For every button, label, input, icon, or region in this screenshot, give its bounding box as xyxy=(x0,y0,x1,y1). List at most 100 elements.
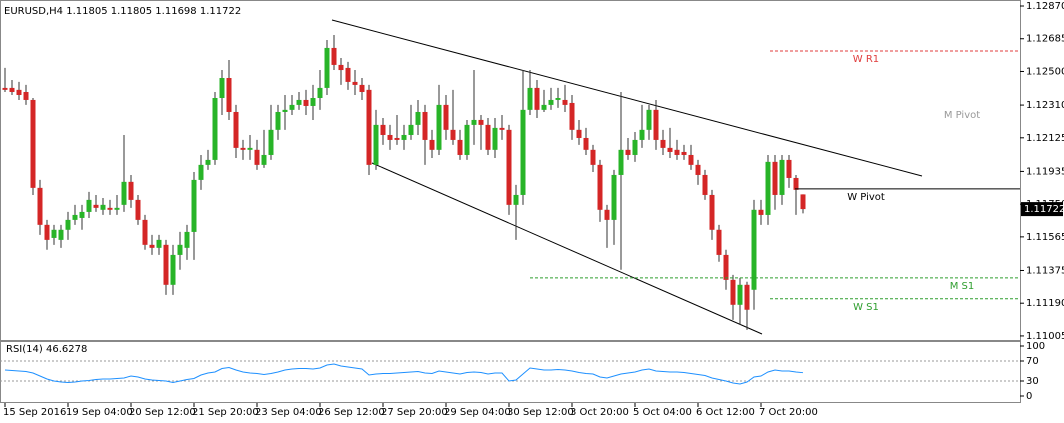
candle-body xyxy=(548,99,554,105)
candle-body xyxy=(240,147,246,150)
y-tick-label: 30 xyxy=(1026,376,1039,387)
open: 1.11805 xyxy=(66,6,107,17)
main-frame xyxy=(0,0,1021,341)
candle-body xyxy=(513,194,519,205)
x-tick-label: 27 Sep 20:00 xyxy=(381,407,448,418)
candle-body xyxy=(688,154,694,165)
candle-body xyxy=(93,204,99,208)
candle-body xyxy=(51,229,57,238)
candle-body xyxy=(576,129,582,138)
candle-body xyxy=(499,127,505,130)
candle-body xyxy=(317,87,323,99)
candle-body xyxy=(128,181,134,200)
candle-body xyxy=(380,124,386,135)
candle-body xyxy=(443,104,449,130)
x-tick-label: 21 Sep 20:00 xyxy=(192,407,259,418)
candle-body xyxy=(632,139,638,155)
x-tick-label: 26 Sep 12:00 xyxy=(318,407,385,418)
candle-body xyxy=(492,127,498,150)
candle-body xyxy=(212,98,218,160)
candle-body xyxy=(191,179,197,232)
candle-body xyxy=(709,194,715,230)
candle-body xyxy=(457,139,463,155)
candle-body xyxy=(751,209,757,290)
candle-body xyxy=(478,119,484,125)
candle-body xyxy=(597,164,603,210)
candle-body xyxy=(590,149,596,165)
x-tick-label: 19 Sep 04:00 xyxy=(66,407,133,418)
level-label: W S1 xyxy=(853,302,879,313)
candle-body xyxy=(86,199,92,212)
y-tick-label: 1.12500 xyxy=(1026,66,1064,77)
candle-body xyxy=(667,147,673,152)
candles xyxy=(2,35,806,330)
candle-body xyxy=(464,124,470,155)
candle-body xyxy=(506,129,512,205)
candle-body xyxy=(772,161,778,195)
candle-body xyxy=(100,204,106,210)
x-tick-label: 15 Sep 2016 xyxy=(3,407,66,418)
candle-body xyxy=(9,87,15,92)
candle-body xyxy=(394,137,400,140)
candle-body xyxy=(702,174,708,195)
candle-body xyxy=(765,161,771,215)
candle-body xyxy=(205,159,211,165)
candle-body xyxy=(660,139,666,148)
rsi-line xyxy=(4,363,804,385)
candle-body xyxy=(415,111,421,125)
x-tick-label: 29 Sep 04:00 xyxy=(444,407,511,418)
pivot-label: M Pivot xyxy=(944,110,980,121)
candle-body xyxy=(2,87,8,90)
candle-body xyxy=(72,214,78,220)
y-tick-label: 1.12310 xyxy=(1026,100,1064,111)
candle-body xyxy=(618,149,624,175)
candle-body xyxy=(233,111,239,148)
candle-body xyxy=(23,91,29,100)
candle-body xyxy=(569,102,575,130)
candle-body xyxy=(611,174,617,220)
candle-body xyxy=(296,99,302,105)
y-tick-label: 1.12685 xyxy=(1026,34,1064,45)
price-label: 1.11722 xyxy=(1024,204,1064,215)
candle-body xyxy=(485,124,491,150)
rsi-title: RSI(14) xyxy=(6,344,43,355)
candle-body xyxy=(170,254,176,285)
trend-line xyxy=(331,19,923,177)
candle-body xyxy=(163,244,169,285)
high: 1.11805 xyxy=(111,6,152,17)
candle-body xyxy=(653,109,659,140)
y-tick-label: 1.11005 xyxy=(1026,331,1064,342)
rsi-frame xyxy=(0,341,1021,403)
candle-body xyxy=(79,211,85,218)
candle-body xyxy=(366,89,372,165)
candle-body xyxy=(534,87,540,110)
candle-body xyxy=(275,111,281,130)
candle-body xyxy=(422,111,428,140)
candle-body xyxy=(44,224,50,240)
candle-body xyxy=(541,104,547,110)
candle-body xyxy=(338,64,344,71)
candle-body xyxy=(149,244,155,248)
symbol: EURUSD,H4 xyxy=(4,6,63,17)
candle-body xyxy=(219,78,225,99)
level-label: W R1 xyxy=(853,54,879,65)
candle-body xyxy=(758,209,764,215)
y-tick-label: 1.11935 xyxy=(1026,166,1064,177)
rsi-value: 46.6278 xyxy=(46,344,87,355)
candle-body xyxy=(520,109,526,195)
rsi-header: RSI(14) 46.6278 xyxy=(6,344,87,355)
candle-body xyxy=(555,98,561,100)
candle-body xyxy=(226,78,232,112)
candle-body xyxy=(800,194,806,210)
price-box xyxy=(1021,202,1063,217)
candle-body xyxy=(156,239,162,248)
candle-body xyxy=(527,87,533,110)
candle-body xyxy=(450,129,456,140)
candle-body xyxy=(135,199,141,220)
candle-body xyxy=(674,149,680,155)
candle-body xyxy=(401,134,407,140)
candle-body xyxy=(282,109,288,112)
x-tick-label: 7 Oct 20:00 xyxy=(759,407,818,418)
level-label: W Pivot xyxy=(847,192,885,203)
